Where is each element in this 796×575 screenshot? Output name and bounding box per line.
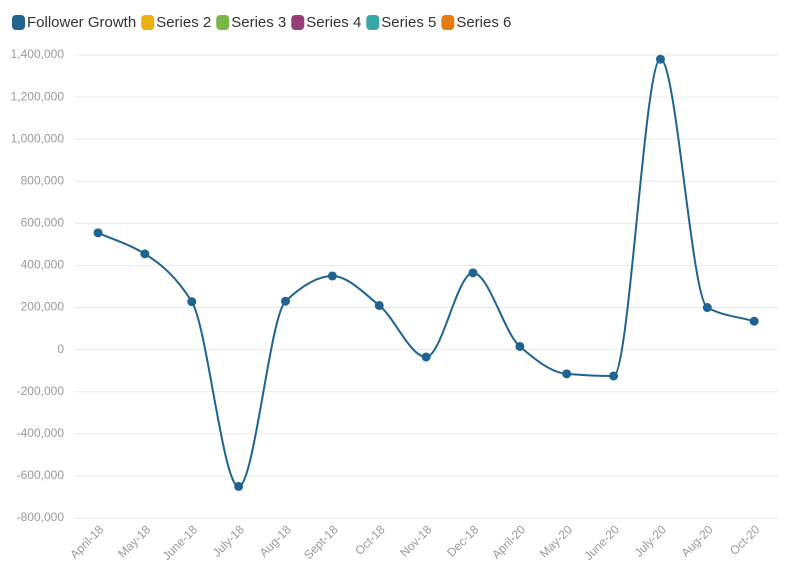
legend-swatch	[12, 15, 25, 30]
data-point	[281, 296, 290, 306]
legend-item: Series 3	[216, 14, 286, 31]
y-tick-label: 200,000	[21, 300, 65, 314]
y-tick-label: -800,000	[17, 510, 65, 524]
data-point	[749, 316, 759, 326]
data-point	[327, 271, 337, 281]
x-tick-label: April-18	[67, 522, 106, 561]
x-tick-label: June-20	[581, 522, 622, 563]
data-point	[702, 303, 712, 313]
legend-item: Series 2	[141, 14, 211, 31]
x-tick-label: Sept-18	[301, 522, 341, 562]
x-tick-label: Aug-18	[257, 522, 294, 559]
legend-item: Series 4	[291, 14, 361, 31]
legend-swatch	[366, 15, 380, 30]
y-tick-label: 1,200,000	[11, 89, 65, 103]
data-point	[609, 371, 619, 381]
legend-swatch	[216, 15, 230, 30]
x-tick-label: June-18	[160, 522, 201, 563]
x-tick-label: April-20	[489, 522, 528, 561]
data-point	[187, 297, 197, 307]
x-tick-label: May-18	[115, 522, 153, 560]
data-point	[655, 54, 665, 64]
legend-swatch	[141, 15, 155, 30]
y-tick-label: 1,000,000	[11, 131, 65, 145]
y-tick-label: 400,000	[21, 258, 65, 272]
y-tick-label: 1,400,000	[11, 47, 65, 61]
legend-label: Series 3	[231, 14, 286, 31]
x-tick-label: Aug-20	[678, 522, 715, 559]
data-point	[234, 481, 244, 491]
legend-label: Series 6	[456, 14, 511, 31]
data-point	[140, 249, 150, 259]
data-point	[93, 228, 103, 238]
x-tick-label: Dec-18	[444, 522, 481, 559]
data-point	[468, 268, 478, 278]
legend-label: Series 2	[156, 14, 211, 31]
x-tick-label: July-20	[632, 522, 669, 559]
data-point	[421, 352, 431, 362]
legend-item: Series 5	[366, 14, 436, 31]
y-tick-label: 0	[57, 342, 64, 356]
legend-label: Follower Growth	[27, 14, 136, 31]
legend-item: Series 6	[441, 14, 511, 31]
data-point	[374, 300, 384, 310]
x-tick-label: Nov-18	[397, 522, 434, 559]
legend-label: Series 5	[381, 14, 436, 31]
legend-swatch	[441, 15, 455, 30]
legend-item: Follower Growth	[12, 14, 136, 31]
y-tick-label: -600,000	[17, 468, 65, 482]
data-point	[515, 341, 525, 351]
y-tick-label: 600,000	[21, 216, 65, 230]
data-point	[562, 369, 572, 379]
y-tick-label: -200,000	[17, 384, 65, 398]
series-line	[97, 58, 755, 488]
legend-label: Series 4	[306, 14, 361, 31]
y-tick-label: 800,000	[21, 173, 65, 187]
y-tick-label: -400,000	[17, 426, 65, 440]
x-tick-label: Oct-20	[727, 522, 763, 558]
legend-swatch	[291, 15, 305, 30]
x-tick-label: July-18	[210, 522, 247, 559]
x-tick-label: Oct-18	[352, 522, 388, 558]
legend: Follower Growth Series 2 Series 3 Series 4 S…	[12, 14, 511, 31]
x-tick-label: May-20	[537, 522, 575, 560]
